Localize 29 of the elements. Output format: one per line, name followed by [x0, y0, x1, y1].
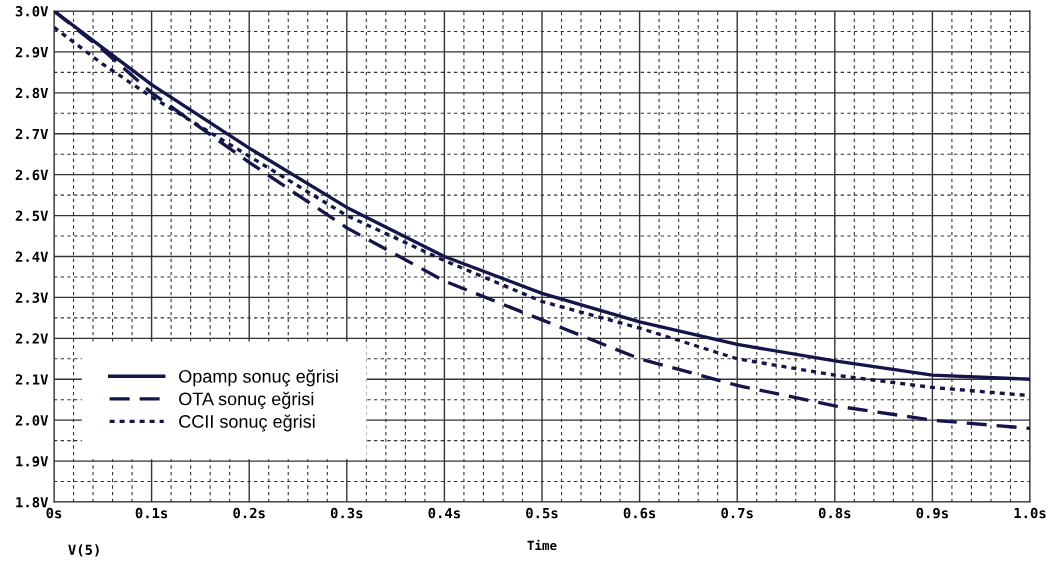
x-tick-label: 0.1s [135, 507, 168, 519]
x-tick-label: 0s [46, 507, 62, 519]
x-tick-label: 0.2s [233, 507, 265, 519]
y-tick-label: 2.4V [15, 251, 49, 262]
legend-label: Opamp sonuç eğrisi [179, 369, 338, 387]
x-tick-label: 0.6s [623, 507, 656, 519]
y-tick-label: 2.1V [15, 374, 49, 385]
x-tick-label: 0.8s [818, 507, 851, 519]
y-tick-label: 2.7V [15, 128, 49, 140]
x-tick-label: 0.9s [916, 507, 948, 519]
x-tick-label: 1.0s [1014, 507, 1046, 519]
y-tick-label: 2.5V [15, 210, 49, 222]
y-tick-label: 2.8V [15, 87, 49, 99]
x-tick-label: 0.3s [330, 507, 363, 519]
x-tick-label: 0.5s [526, 507, 558, 519]
y-tick-label: 1.9V [16, 456, 49, 467]
y-tick-label: 1.8V [16, 496, 49, 508]
x-tick-label: 0.4s [428, 507, 460, 519]
x-tick-label: 0.7s [721, 507, 753, 519]
y-tick-label: 2.9V [15, 46, 49, 58]
y-tick-label: 2.2V [15, 333, 49, 344]
text: V(5) [68, 544, 99, 557]
legend-label: OTA sonuç eğrisi [179, 391, 314, 409]
y-tick-label: 2.6V [15, 169, 49, 181]
y-tick-label: 3.0V [15, 5, 49, 17]
y-tick-label: 2.3V [15, 292, 49, 303]
legend-label: CCII sonuç eğrisi [179, 414, 315, 432]
x-axis-title: Time [527, 539, 557, 551]
y-tick-label: 2.0V [15, 415, 49, 426]
